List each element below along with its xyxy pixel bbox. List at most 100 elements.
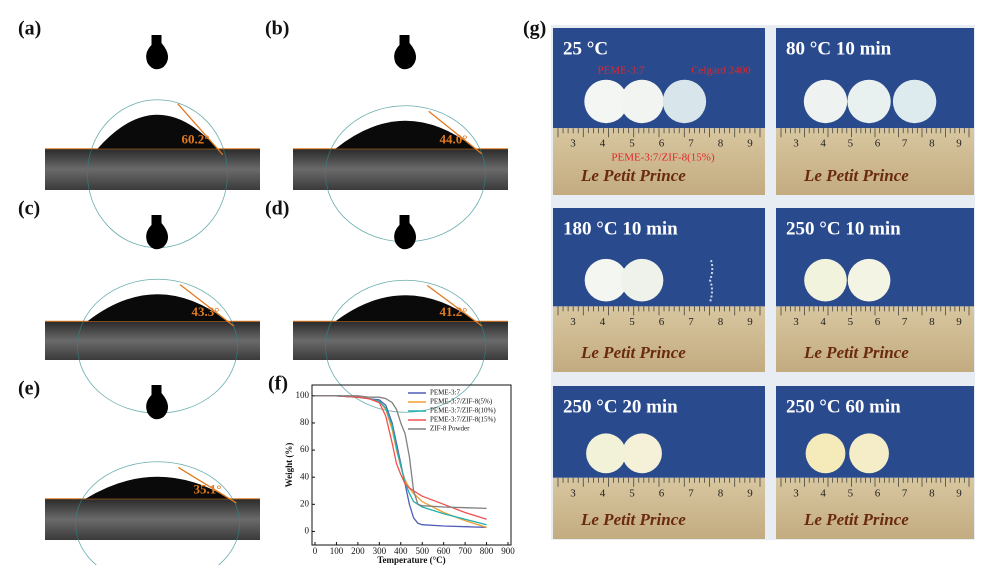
panel-label: (f) <box>268 373 288 395</box>
ruler-number: 6 <box>659 487 665 499</box>
condition-label: 250 °C 20 min <box>563 396 678 417</box>
ruler-number: 3 <box>570 487 576 499</box>
panel-label: (g) <box>523 18 546 40</box>
ruler-number: 5 <box>629 316 635 328</box>
ruler-number: 8 <box>718 138 724 150</box>
ruler-number: 6 <box>875 487 881 499</box>
legend-label: ZIF-8 Powder <box>430 425 470 433</box>
condition-label: 25 °C <box>563 38 608 59</box>
ruler-number: 4 <box>820 316 826 328</box>
panel-label: (b) <box>265 18 289 40</box>
substrate <box>45 321 260 360</box>
ruler-number: 7 <box>902 138 908 150</box>
droplet <box>394 215 416 249</box>
panel-label: (c) <box>18 198 40 220</box>
ruler-number: 9 <box>747 138 753 150</box>
contact-angle: 44.0° <box>440 132 468 147</box>
membrane-disk <box>620 80 663 123</box>
ruler-number: 3 <box>570 138 576 150</box>
ruler-brand: Le Petit Prince <box>580 510 686 529</box>
x-axis-title: Temperature (°C) <box>377 555 445 565</box>
ruler-number: 3 <box>793 487 799 499</box>
ruler-number: 6 <box>659 316 665 328</box>
ruler-brand: Le Petit Prince <box>803 343 909 362</box>
ruler-number: 4 <box>820 487 826 499</box>
ruler-number: 9 <box>747 487 753 499</box>
y-axis-title: Weight (%) <box>284 443 294 488</box>
membrane-disk <box>621 259 664 302</box>
x-tick-label: 900 <box>501 546 515 556</box>
ruler-number: 7 <box>688 316 694 328</box>
x-tick-label: 0 <box>313 546 318 556</box>
sample-label: Celgard 2400 <box>691 65 751 77</box>
droplet <box>394 35 416 69</box>
figure: (a)60.2°(b)44.0°(c)43.3°(d)41.2°(e)35.1°… <box>0 0 984 565</box>
y-tick-label: 40 <box>300 471 310 481</box>
y-tick-label: 80 <box>300 417 310 427</box>
y-tick-label: 0 <box>305 526 310 536</box>
droplet <box>146 385 168 419</box>
ruler-number: 4 <box>600 138 606 150</box>
condition-label: 250 °C 10 min <box>786 218 901 239</box>
ruler-number: 7 <box>688 138 694 150</box>
ruler-number: 8 <box>718 316 724 328</box>
y-tick-label: 20 <box>300 498 310 508</box>
ruler-number: 9 <box>956 138 962 150</box>
substrate <box>293 321 508 360</box>
substrate <box>293 149 508 190</box>
membrane-disk <box>586 433 626 473</box>
contact-angle: 60.2° <box>182 132 210 147</box>
x-tick-label: 100 <box>330 546 344 556</box>
legend-label: PEME-3:7/ZIF-8(15%) <box>430 416 496 424</box>
contact-angle: 35.1° <box>194 482 222 497</box>
panel-label: (d) <box>265 198 289 220</box>
ruler-number: 7 <box>902 316 908 328</box>
contact-angle: 43.3° <box>192 304 220 319</box>
ruler-number: 3 <box>570 316 576 328</box>
membrane-disk <box>893 80 936 123</box>
ruler-brand: Le Petit Prince <box>580 343 686 362</box>
condition-label: 180 °C 10 min <box>563 218 678 239</box>
ruler-number: 5 <box>848 138 854 150</box>
contact-angle: 41.2° <box>440 304 468 319</box>
legend-label: PEME-3:7/ZIF-8(5%) <box>430 398 493 406</box>
sample-label: PEME-3:7 <box>597 65 645 77</box>
ruler-number: 5 <box>848 487 854 499</box>
ruler-number: 4 <box>600 316 606 328</box>
ruler-number: 7 <box>902 487 908 499</box>
membrane-disk <box>848 259 891 302</box>
x-tick-label: 700 <box>458 546 472 556</box>
legend-label: PEME-3:7 <box>430 389 460 397</box>
ruler-number: 9 <box>956 487 962 499</box>
y-tick-label: 60 <box>300 444 310 454</box>
ruler-number: 3 <box>793 138 799 150</box>
ruler-number: 5 <box>629 138 635 150</box>
droplet <box>146 35 168 69</box>
ruler-number: 4 <box>600 487 606 499</box>
membrane-disk <box>849 433 889 473</box>
condition-label: 80 °C 10 min <box>786 38 892 59</box>
membrane-disk <box>622 433 662 473</box>
ruler-number: 6 <box>875 138 881 150</box>
ruler-number: 9 <box>747 316 753 328</box>
ruler-number: 8 <box>718 487 724 499</box>
ruler-number: 6 <box>659 138 665 150</box>
membrane-disk <box>663 80 706 123</box>
ruler-number: 3 <box>793 316 799 328</box>
ruler-number: 5 <box>629 487 635 499</box>
condition-label: 250 °C 60 min <box>786 396 901 417</box>
y-tick-label: 100 <box>296 390 310 400</box>
ruler-number: 8 <box>929 138 935 150</box>
ruler-number: 6 <box>875 316 881 328</box>
x-tick-label: 200 <box>351 546 365 556</box>
ruler-number: 4 <box>820 138 826 150</box>
panel-label: (a) <box>18 18 41 40</box>
membrane-disk <box>804 259 847 302</box>
ruler-brand: Le Petit Prince <box>803 510 909 529</box>
sample-label: PEME-3:7/ZIF-8(15%) <box>611 152 715 164</box>
ruler-number: 7 <box>688 487 694 499</box>
ruler-number: 5 <box>848 316 854 328</box>
ruler-brand: Le Petit Prince <box>580 166 686 185</box>
x-tick-label: 800 <box>480 546 494 556</box>
substrate <box>45 499 260 540</box>
